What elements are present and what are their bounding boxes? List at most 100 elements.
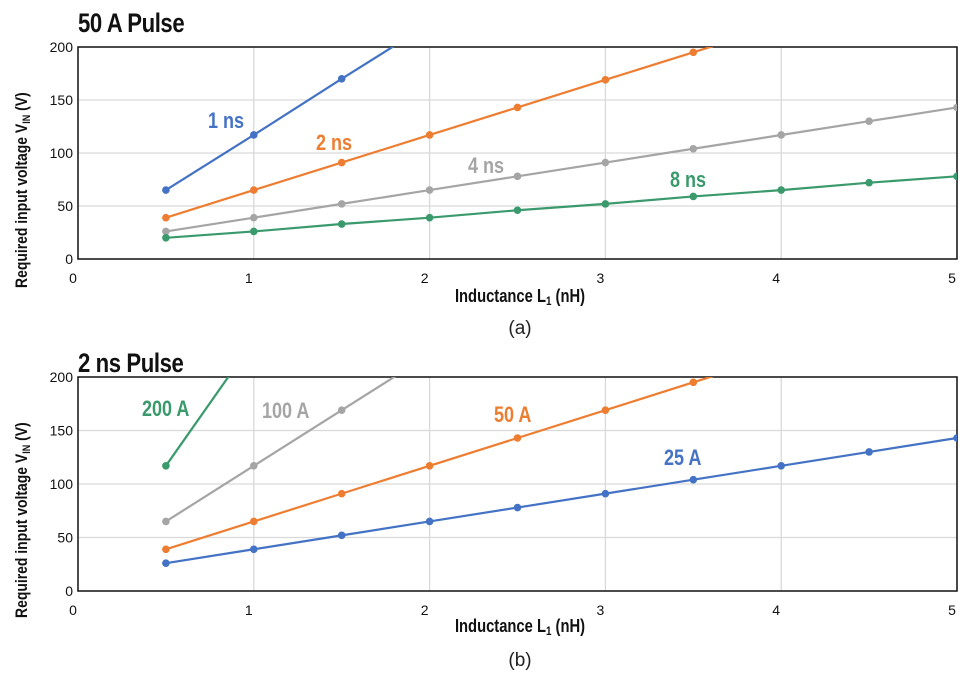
- series-line: [165, 377, 397, 523]
- chart-panel-b: 2 ns Pulse Required input voltage VIN (V…: [0, 340, 965, 679]
- data-point: [513, 172, 522, 181]
- data-point: [513, 434, 522, 442]
- data-point: [689, 144, 698, 153]
- data-point: [337, 158, 346, 167]
- data-point: [513, 206, 522, 215]
- series-label: 200 A: [142, 397, 189, 421]
- data-point: [250, 131, 258, 139]
- data-point: [162, 462, 170, 470]
- data-point: [689, 475, 698, 484]
- data-point: [601, 406, 610, 414]
- series-1-ns: [162, 47, 395, 194]
- y-tick-label: 200: [50, 369, 74, 385]
- data-point: [865, 448, 873, 456]
- x-axis-label-b: Inductance L1 (nH): [94, 616, 947, 638]
- x-tick-label: 5: [948, 270, 956, 286]
- data-point: [337, 531, 346, 540]
- data-point: [425, 186, 434, 194]
- series-4-ns: [162, 103, 957, 236]
- data-point: [250, 462, 258, 470]
- plot-frame: [77, 376, 958, 592]
- data-point: [425, 462, 434, 470]
- series-100-a: [162, 377, 397, 526]
- data-point: [513, 103, 522, 112]
- data-point: [337, 75, 346, 83]
- series-label: 1 ns: [208, 109, 244, 133]
- data-point: [777, 131, 785, 139]
- x-tick-label: 2: [421, 270, 429, 286]
- x-tick-label: 5: [948, 602, 956, 618]
- plot-frame: [77, 46, 958, 260]
- data-point: [162, 213, 170, 222]
- series-label: 25 A: [664, 446, 701, 470]
- x-axis-label-main-a: Inductance L: [454, 286, 546, 306]
- y-tick-label: 0: [65, 583, 73, 599]
- data-point: [601, 200, 610, 208]
- data-point: [337, 220, 346, 228]
- y-tick-label: 150: [50, 92, 74, 108]
- x-tick-label: 1: [245, 270, 253, 286]
- series-line: [165, 436, 957, 565]
- data-point: [689, 378, 698, 387]
- series-2-ns: [162, 47, 714, 222]
- x-axis-label-sub-a: 1: [545, 294, 552, 308]
- data-point: [162, 234, 170, 242]
- series-line: [165, 175, 957, 239]
- x-axis-label-main-b: Inductance L: [454, 616, 546, 636]
- data-point: [865, 178, 873, 187]
- series-8-ns: [162, 172, 957, 242]
- series-label: 50 A: [494, 403, 531, 427]
- data-point: [601, 158, 610, 167]
- y-tick-label: 100: [50, 145, 74, 161]
- data-point: [601, 489, 610, 498]
- x-tick-label: 0: [69, 602, 77, 618]
- series-line: [164, 377, 230, 467]
- data-point: [162, 517, 170, 526]
- series-line: [165, 106, 957, 233]
- y-tick-label: 50: [57, 198, 73, 214]
- data-point: [162, 545, 170, 554]
- x-axis-label-unit-b: (nH): [551, 616, 586, 636]
- caption-a: (a): [508, 318, 532, 339]
- data-point: [425, 517, 434, 526]
- series-line: [165, 377, 714, 551]
- data-point: [250, 517, 258, 526]
- series-line: [165, 47, 714, 219]
- series-label: 8 ns: [670, 168, 706, 192]
- data-point: [689, 48, 698, 57]
- y-tick-label: 200: [50, 39, 74, 55]
- data-point: [953, 103, 957, 112]
- data-point: [250, 227, 258, 236]
- x-tick-label: 1: [245, 602, 253, 618]
- data-point: [337, 200, 346, 208]
- data-point: [337, 489, 346, 498]
- data-point: [162, 186, 170, 194]
- data-point: [162, 227, 170, 236]
- data-point: [425, 213, 434, 222]
- x-axis-label-a: Inductance L1 (nH): [94, 286, 947, 308]
- data-point: [250, 186, 258, 194]
- data-point: [337, 406, 346, 414]
- data-point: [601, 76, 610, 84]
- series-25-a: [162, 434, 957, 567]
- series-line: [165, 47, 395, 192]
- series-200-a: [162, 377, 230, 470]
- data-point: [250, 545, 258, 554]
- x-tick-label: 2: [421, 602, 429, 618]
- caption-b: (b): [508, 650, 532, 671]
- x-axis-label-unit-a: (nH): [551, 286, 586, 306]
- series-label: 4 ns: [468, 154, 504, 178]
- data-point: [953, 434, 957, 442]
- y-tick-label: 150: [50, 423, 74, 439]
- series-50-a: [162, 377, 714, 554]
- data-point: [777, 462, 785, 470]
- data-point: [425, 131, 434, 139]
- x-axis-label-sub-b: 1: [545, 624, 552, 638]
- data-point: [689, 192, 698, 201]
- data-point: [162, 559, 170, 567]
- x-tick-label: 4: [772, 602, 780, 618]
- y-tick-label: 0: [65, 251, 73, 267]
- data-point: [250, 213, 258, 222]
- data-point: [953, 172, 957, 181]
